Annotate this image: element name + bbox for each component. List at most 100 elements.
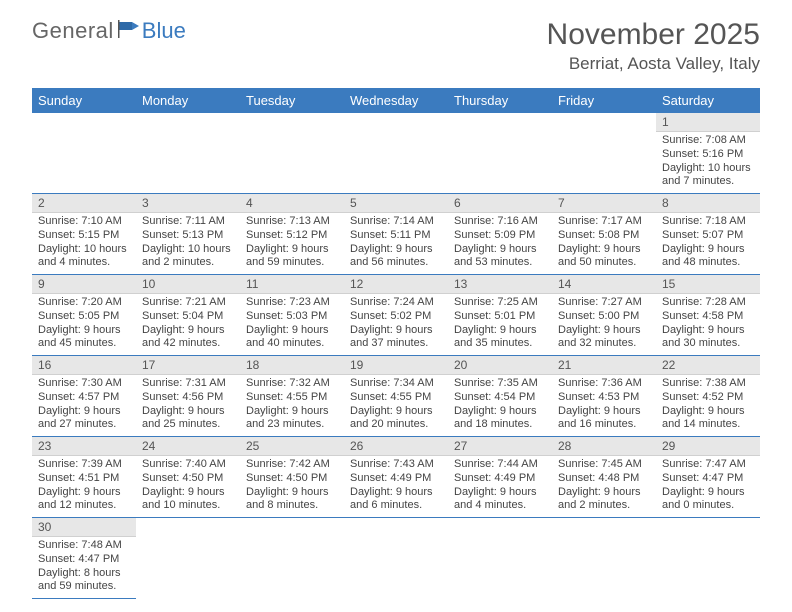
col-sunday: Sunday <box>32 88 136 113</box>
logo: General Blue <box>32 18 186 44</box>
day-details: Sunrise: 7:39 AMSunset: 4:51 PMDaylight:… <box>32 456 136 517</box>
day-cell: 14Sunrise: 7:27 AMSunset: 5:00 PMDayligh… <box>552 275 656 356</box>
day-line: and 32 minutes. <box>558 337 650 351</box>
day-cell <box>136 518 240 599</box>
day-line: Daylight: 9 hours <box>142 324 234 338</box>
day-line: Daylight: 9 hours <box>558 324 650 338</box>
day-line: Daylight: 9 hours <box>246 324 338 338</box>
day-line: Daylight: 9 hours <box>246 405 338 419</box>
day-line: Sunset: 5:13 PM <box>142 229 234 243</box>
day-cell: 27Sunrise: 7:44 AMSunset: 4:49 PMDayligh… <box>448 437 552 518</box>
day-number: 22 <box>656 356 760 375</box>
day-line: Sunset: 5:04 PM <box>142 310 234 324</box>
day-line: Sunrise: 7:16 AM <box>454 215 546 229</box>
day-line: Daylight: 10 hours <box>38 243 130 257</box>
day-line: Daylight: 9 hours <box>662 243 754 257</box>
day-details: Sunrise: 7:32 AMSunset: 4:55 PMDaylight:… <box>240 375 344 436</box>
day-line: Sunset: 5:00 PM <box>558 310 650 324</box>
day-line: and 35 minutes. <box>454 337 546 351</box>
day-line: Sunset: 4:55 PM <box>246 391 338 405</box>
logo-text-1: General <box>32 18 114 44</box>
day-line: Daylight: 8 hours <box>38 567 130 581</box>
day-number: 12 <box>344 275 448 294</box>
day-cell: 26Sunrise: 7:43 AMSunset: 4:49 PMDayligh… <box>344 437 448 518</box>
title-block: November 2025 Berriat, Aosta Valley, Ita… <box>547 18 760 74</box>
day-line: Daylight: 10 hours <box>142 243 234 257</box>
flag-icon <box>118 18 140 44</box>
day-line: and 23 minutes. <box>246 418 338 432</box>
day-line: Daylight: 9 hours <box>454 324 546 338</box>
location: Berriat, Aosta Valley, Italy <box>547 54 760 74</box>
day-number: 27 <box>448 437 552 456</box>
day-line: Daylight: 9 hours <box>38 486 130 500</box>
day-number: 17 <box>136 356 240 375</box>
day-cell <box>552 113 656 194</box>
day-line: Daylight: 9 hours <box>350 324 442 338</box>
day-line: Sunrise: 7:48 AM <box>38 539 130 553</box>
day-line: Sunrise: 7:39 AM <box>38 458 130 472</box>
day-cell: 7Sunrise: 7:17 AMSunset: 5:08 PMDaylight… <box>552 194 656 275</box>
day-cell <box>32 113 136 194</box>
day-header-row: Sunday Monday Tuesday Wednesday Thursday… <box>32 88 760 113</box>
day-number: 28 <box>552 437 656 456</box>
day-line: Daylight: 9 hours <box>558 486 650 500</box>
day-line: Daylight: 9 hours <box>142 405 234 419</box>
day-details: Sunrise: 7:38 AMSunset: 4:52 PMDaylight:… <box>656 375 760 436</box>
day-line: Sunrise: 7:30 AM <box>38 377 130 391</box>
day-line: Sunrise: 7:35 AM <box>454 377 546 391</box>
day-details: Sunrise: 7:31 AMSunset: 4:56 PMDaylight:… <box>136 375 240 436</box>
day-line: Daylight: 9 hours <box>350 243 442 257</box>
day-line: Daylight: 10 hours <box>662 162 754 176</box>
day-number: 9 <box>32 275 136 294</box>
day-number: 13 <box>448 275 552 294</box>
day-details: Sunrise: 7:36 AMSunset: 4:53 PMDaylight:… <box>552 375 656 436</box>
day-line: Sunrise: 7:47 AM <box>662 458 754 472</box>
day-line: Sunset: 5:11 PM <box>350 229 442 243</box>
day-line: Sunrise: 7:32 AM <box>246 377 338 391</box>
day-details: Sunrise: 7:30 AMSunset: 4:57 PMDaylight:… <box>32 375 136 436</box>
day-line: Sunrise: 7:13 AM <box>246 215 338 229</box>
day-line: and 59 minutes. <box>246 256 338 270</box>
day-line: Sunset: 5:03 PM <box>246 310 338 324</box>
day-details: Sunrise: 7:20 AMSunset: 5:05 PMDaylight:… <box>32 294 136 355</box>
day-line: and 12 minutes. <box>38 499 130 513</box>
day-line: and 10 minutes. <box>142 499 234 513</box>
day-line: Sunrise: 7:10 AM <box>38 215 130 229</box>
day-details: Sunrise: 7:45 AMSunset: 4:48 PMDaylight:… <box>552 456 656 517</box>
day-number: 10 <box>136 275 240 294</box>
day-cell <box>448 113 552 194</box>
day-number: 24 <box>136 437 240 456</box>
day-line: Sunrise: 7:36 AM <box>558 377 650 391</box>
day-details: Sunrise: 7:35 AMSunset: 4:54 PMDaylight:… <box>448 375 552 436</box>
day-details: Sunrise: 7:23 AMSunset: 5:03 PMDaylight:… <box>240 294 344 355</box>
day-line: Sunrise: 7:25 AM <box>454 296 546 310</box>
day-details: Sunrise: 7:47 AMSunset: 4:47 PMDaylight:… <box>656 456 760 517</box>
day-cell: 23Sunrise: 7:39 AMSunset: 4:51 PMDayligh… <box>32 437 136 518</box>
day-line: Daylight: 9 hours <box>662 405 754 419</box>
day-line: Sunset: 4:55 PM <box>350 391 442 405</box>
day-cell: 10Sunrise: 7:21 AMSunset: 5:04 PMDayligh… <box>136 275 240 356</box>
day-number: 6 <box>448 194 552 213</box>
day-number: 18 <box>240 356 344 375</box>
day-line: and 6 minutes. <box>350 499 442 513</box>
week-row: 9Sunrise: 7:20 AMSunset: 5:05 PMDaylight… <box>32 275 760 356</box>
day-line: Sunrise: 7:42 AM <box>246 458 338 472</box>
day-cell: 21Sunrise: 7:36 AMSunset: 4:53 PMDayligh… <box>552 356 656 437</box>
day-line: Sunset: 4:47 PM <box>38 553 130 567</box>
day-line: Daylight: 9 hours <box>246 486 338 500</box>
day-cell: 2Sunrise: 7:10 AMSunset: 5:15 PMDaylight… <box>32 194 136 275</box>
header: General Blue November 2025 Berriat, Aost… <box>0 0 792 82</box>
day-details: Sunrise: 7:42 AMSunset: 4:50 PMDaylight:… <box>240 456 344 517</box>
day-line: Daylight: 9 hours <box>246 243 338 257</box>
day-cell: 3Sunrise: 7:11 AMSunset: 5:13 PMDaylight… <box>136 194 240 275</box>
day-cell: 16Sunrise: 7:30 AMSunset: 4:57 PMDayligh… <box>32 356 136 437</box>
week-row: 2Sunrise: 7:10 AMSunset: 5:15 PMDaylight… <box>32 194 760 275</box>
day-line: and 48 minutes. <box>662 256 754 270</box>
day-number: 7 <box>552 194 656 213</box>
day-line: Sunrise: 7:38 AM <box>662 377 754 391</box>
day-line: Sunset: 5:09 PM <box>454 229 546 243</box>
day-cell: 29Sunrise: 7:47 AMSunset: 4:47 PMDayligh… <box>656 437 760 518</box>
day-line: Sunrise: 7:43 AM <box>350 458 442 472</box>
day-line: Sunset: 4:50 PM <box>246 472 338 486</box>
day-cell <box>656 518 760 599</box>
